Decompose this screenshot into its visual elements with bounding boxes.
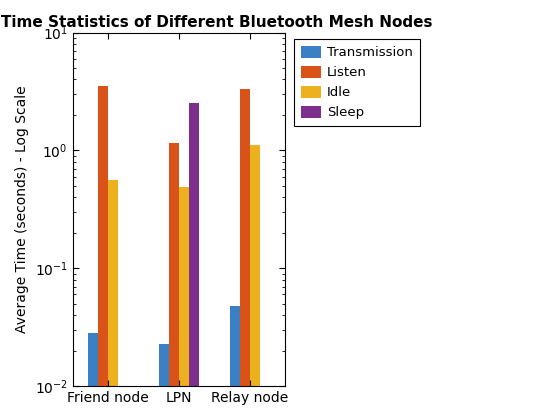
- Bar: [240, 89, 250, 386]
- Y-axis label: Average Time (seconds) - Log Scale: Average Time (seconds) - Log Scale: [15, 86, 29, 333]
- Bar: [250, 145, 260, 386]
- Legend: Transmission, Listen, Idle, Sleep: Transmission, Listen, Idle, Sleep: [294, 39, 419, 126]
- Bar: [189, 103, 199, 386]
- Title: Average Time Statistics of Different Bluetooth Mesh Nodes: Average Time Statistics of Different Blu…: [0, 15, 433, 30]
- Bar: [108, 180, 118, 386]
- Bar: [159, 344, 169, 386]
- Bar: [179, 187, 189, 386]
- Bar: [230, 306, 240, 386]
- Bar: [98, 86, 108, 386]
- Bar: [88, 333, 98, 386]
- Bar: [169, 143, 179, 386]
